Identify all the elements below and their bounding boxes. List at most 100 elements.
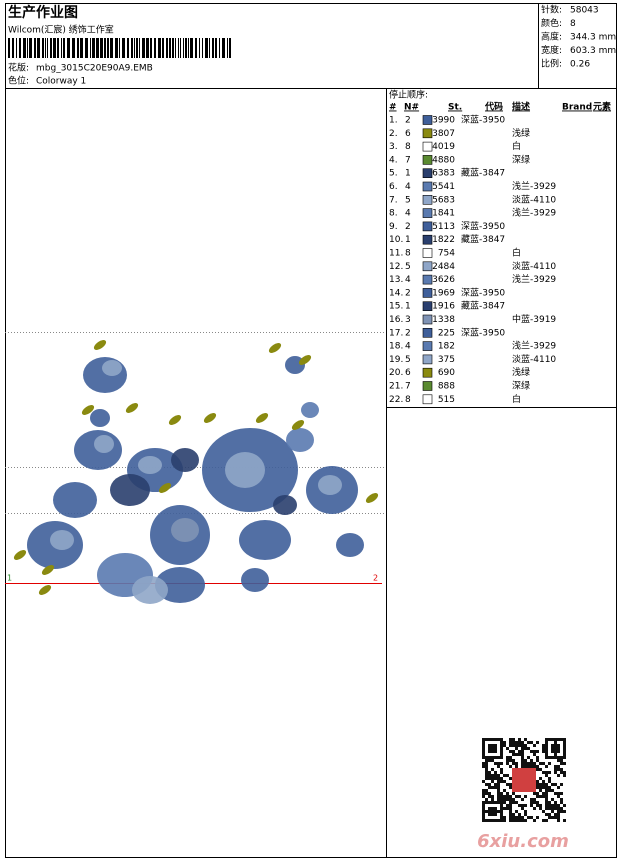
bar-stripe xyxy=(172,38,174,58)
qr-cell xyxy=(485,792,488,795)
qr-cell xyxy=(482,792,485,795)
bar-stripe xyxy=(222,38,225,58)
bar-stripe xyxy=(72,38,75,58)
qr-cell xyxy=(530,804,533,807)
qr-cell xyxy=(503,819,506,822)
qr-cell xyxy=(494,771,497,774)
bar-stripe xyxy=(37,38,40,58)
qr-cell xyxy=(491,738,494,741)
qr-cell xyxy=(485,756,488,759)
embroidery-preview xyxy=(13,340,379,604)
bar-stripe xyxy=(96,38,99,58)
table-header: 代码 xyxy=(484,101,503,113)
needle: 2 xyxy=(405,222,411,232)
watermark: 6xiu.com xyxy=(477,831,569,852)
qr-cell xyxy=(524,744,527,747)
bar-stripe xyxy=(12,38,14,58)
qr-cell xyxy=(560,798,563,801)
stitches: 1338 xyxy=(432,315,455,325)
row-number: 8. xyxy=(389,209,398,219)
qr-cell xyxy=(485,810,488,813)
stitches: 754 xyxy=(438,249,455,259)
qr-cell xyxy=(500,750,503,753)
qr-cell xyxy=(503,744,506,747)
bar-stripe xyxy=(67,38,70,58)
bar-stripe xyxy=(63,38,65,58)
bar-stripe xyxy=(178,38,179,58)
info-value: 344.3 mm xyxy=(570,33,616,43)
qr-cell xyxy=(482,747,485,750)
qr-cell xyxy=(488,738,491,741)
qr-cell xyxy=(530,741,533,744)
needle: 5 xyxy=(405,195,411,205)
qr-cell xyxy=(554,738,557,741)
qr-cell xyxy=(542,819,545,822)
qr-cell xyxy=(557,807,560,810)
qr-cell xyxy=(545,741,548,744)
needle: 1 xyxy=(405,235,411,245)
color-swatch xyxy=(422,128,433,139)
qr-cell xyxy=(554,744,557,747)
qr-cell xyxy=(500,756,503,759)
qr-cell xyxy=(491,759,494,762)
color-swatch xyxy=(422,367,433,378)
qr-cell xyxy=(536,780,539,783)
qr-cell xyxy=(554,807,557,810)
motif xyxy=(102,360,122,376)
qr-cell xyxy=(539,768,542,771)
bar-stripe xyxy=(34,38,36,58)
qr-cell xyxy=(518,750,521,753)
bar-stripe xyxy=(80,38,83,58)
bar-stripe xyxy=(92,38,95,58)
row-number: 22. xyxy=(389,395,403,405)
qr-cell xyxy=(533,744,536,747)
color-swatch xyxy=(422,301,433,312)
qr-cell xyxy=(515,741,518,744)
leaf xyxy=(38,585,52,595)
motif xyxy=(110,474,150,506)
qr-cell xyxy=(536,768,539,771)
stitches: 3626 xyxy=(432,275,455,285)
qr-cell xyxy=(515,765,518,768)
qr-cell xyxy=(551,798,554,801)
table-header: Brand xyxy=(562,103,592,113)
qr-cell xyxy=(497,810,500,813)
table-header: St. xyxy=(448,103,462,113)
row-number: 10. xyxy=(389,235,403,245)
qr-cell xyxy=(548,813,551,816)
qr-cell xyxy=(551,807,554,810)
qr-cell xyxy=(542,795,545,798)
bar-stripe xyxy=(162,38,164,58)
qr-cell xyxy=(557,756,560,759)
qr-cell xyxy=(533,753,536,756)
qr-cell xyxy=(509,795,512,798)
qr-cell xyxy=(545,783,548,786)
qr-cell xyxy=(545,819,548,822)
stitches: 4880 xyxy=(432,155,455,165)
qr-cell xyxy=(560,807,563,810)
bar-stripe xyxy=(115,38,118,58)
info-value: 8 xyxy=(570,19,576,29)
qr-cell xyxy=(482,810,485,813)
qr-cell xyxy=(488,759,491,762)
qr-cell xyxy=(560,783,563,786)
qr-cell xyxy=(500,795,503,798)
qr-cell xyxy=(524,738,527,741)
qr-cell xyxy=(545,789,548,792)
qr-cell xyxy=(512,759,515,762)
qr-cell xyxy=(557,816,560,819)
bar-stripe xyxy=(100,38,103,58)
qr-cell xyxy=(491,810,494,813)
qr-cell xyxy=(545,753,548,756)
design-file: mbg_3015C20E90A9.EMB xyxy=(36,64,153,74)
description: 浅绿 xyxy=(512,366,530,378)
qr-cell xyxy=(506,756,509,759)
qr-cell xyxy=(554,747,557,750)
qr-cell xyxy=(548,789,551,792)
description: 浅兰-3929 xyxy=(512,273,556,285)
bar-stripe xyxy=(188,38,189,58)
needle: 8 xyxy=(405,142,411,152)
info-value: 0.26 xyxy=(570,60,590,70)
row-number: 6. xyxy=(389,182,398,192)
qr-cell xyxy=(491,819,494,822)
